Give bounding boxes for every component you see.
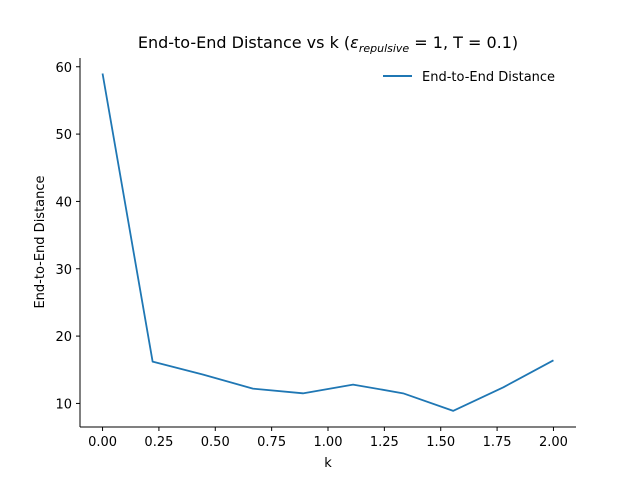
title-suffix: = 1, T = 0.1) <box>409 33 518 52</box>
y-axis-label: End-to-End Distance <box>33 175 48 308</box>
x-tick-label: 1.00 <box>314 435 343 450</box>
y-tick-label: 50 <box>55 128 72 143</box>
x-ticks: 0.00 0.25 0.50 0.75 1.00 1.25 1.50 1.75 2.00 <box>88 427 568 450</box>
title-subscript: repulsive <box>359 42 410 55</box>
title-prefix: End-to-End Distance vs k ( <box>138 33 350 52</box>
title-epsilon: ε <box>350 33 359 52</box>
legend-label: End-to-End Distance <box>422 70 555 85</box>
x-tick-label: 1.75 <box>483 435 512 450</box>
y-tick-label: 60 <box>55 61 72 76</box>
x-tick-label: 0.00 <box>88 435 117 450</box>
legend: End-to-End Distance <box>383 70 555 85</box>
x-axis-label: k <box>324 456 332 471</box>
series-layer <box>101 73 554 412</box>
x-tick-label: 0.75 <box>257 435 286 450</box>
y-tick-label: 40 <box>55 195 72 210</box>
x-tick-label: 1.50 <box>426 435 455 450</box>
series-line <box>101 73 554 412</box>
y-tick-label: 20 <box>55 330 72 345</box>
y-tick-label: 10 <box>55 397 72 412</box>
x-tick-label: 0.25 <box>144 435 173 450</box>
y-tick-label: 30 <box>55 263 72 278</box>
x-tick-label: 2.00 <box>539 435 568 450</box>
chart-title: End-to-End Distance vs k (εrepulsive = 1… <box>138 33 518 55</box>
x-tick-label: 0.50 <box>201 435 230 450</box>
x-tick-label: 1.25 <box>370 435 399 450</box>
y-ticks: 10 20 30 40 50 60 <box>55 61 80 412</box>
